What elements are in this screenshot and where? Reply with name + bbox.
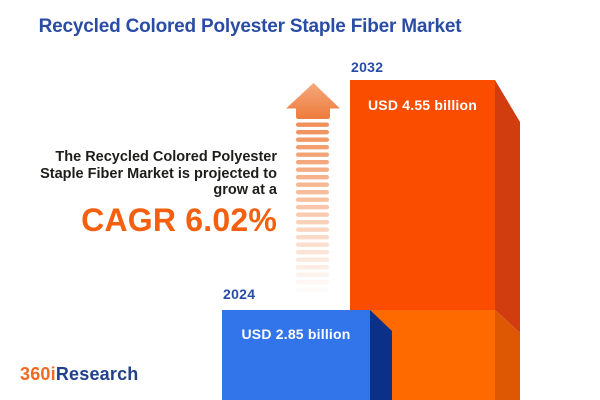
description-line-2: Staple Fiber Market is projected to xyxy=(40,165,277,182)
value-label-2024: USD 2.85 billion xyxy=(241,326,351,342)
bar-2032-side-lower xyxy=(495,310,520,400)
value-label-2032: USD 4.55 billion xyxy=(368,97,477,113)
logo-part-orange: 360i xyxy=(20,364,56,384)
bar-2024-front xyxy=(222,310,370,400)
arrow-stripes xyxy=(296,122,329,292)
page-title: Recycled Colored Polyester Staple Fiber … xyxy=(38,16,462,37)
logo: 360iResearch xyxy=(20,364,139,385)
logo-part-navy: Research xyxy=(55,364,139,384)
description-line-3: grow at a xyxy=(213,182,277,198)
description: The Recycled Colored Polyester Staple Fi… xyxy=(0,149,277,199)
year-label-2024: 2024 xyxy=(223,286,256,302)
cagr-value: CAGR 6.02% xyxy=(81,202,277,238)
arrow-head xyxy=(286,83,340,119)
description-line-1: The Recycled Colored Polyester xyxy=(55,149,277,165)
year-label-2032: 2032 xyxy=(351,59,384,75)
bar-2032-front-upper xyxy=(350,80,495,310)
bar-2024 xyxy=(222,310,392,400)
bar-2032-side-upper xyxy=(495,80,520,333)
growth-arrow-icon xyxy=(286,83,340,292)
bar-2024-side xyxy=(370,310,392,400)
